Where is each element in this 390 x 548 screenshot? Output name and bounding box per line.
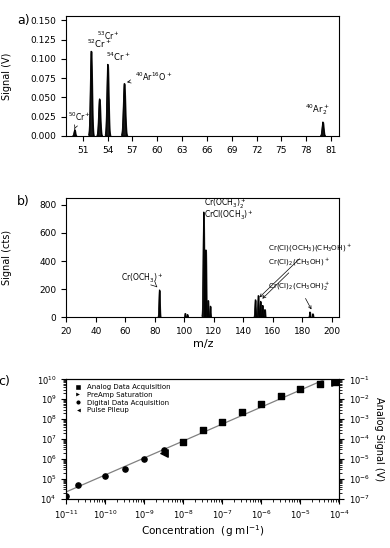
Point [239,408,245,416]
Point [75,481,81,489]
Text: Cr(OCH$_3$)$^+$: Cr(OCH$_3$)$^+$ [121,272,163,285]
Point [180,438,186,447]
Y-axis label: Signal (V): Signal (V) [2,53,12,100]
Text: Cr(OCH$_3$)$_2^+$: Cr(OCH$_3$)$_2^+$ [204,196,246,210]
Point [63,492,69,500]
Point [102,471,108,480]
Point [278,392,284,401]
Point [122,465,128,473]
Y-axis label: Signal (cts): Signal (cts) [2,230,12,285]
Text: c): c) [0,374,10,387]
Text: Cr(Cl)$_2$(CH$_3$OH)$^+$: Cr(Cl)$_2$(CH$_3$OH)$^+$ [263,257,330,298]
Point [219,418,225,426]
Text: Cr(Cl)(OCH$_3$)(CH$_3$OH)$^+$: Cr(Cl)(OCH$_3$)(CH$_3$OH)$^+$ [260,243,352,297]
Text: $^{50}$Cr$^+$: $^{50}$Cr$^+$ [68,111,90,129]
Point [161,449,167,458]
Text: $^{54}$Cr$^+$: $^{54}$Cr$^+$ [106,50,131,62]
Point [332,378,339,387]
X-axis label: Concentration  (g ml$^{-1}$): Concentration (g ml$^{-1}$) [141,523,264,539]
Y-axis label: Analog Signal (V): Analog Signal (V) [374,397,384,481]
Legend: Analog Data Acquisition, PreAmp Saturation, Digital Data Acquisition, Pulse Pile: Analog Data Acquisition, PreAmp Saturati… [70,383,172,415]
Point [200,426,206,435]
Point [219,418,225,426]
Text: $^{40}$Ar$^{16}$O$^+$: $^{40}$Ar$^{16}$O$^+$ [128,71,172,83]
Text: $^{53}$Cr$^+$: $^{53}$Cr$^+$ [97,30,120,42]
Point [141,454,147,463]
Point [180,438,186,447]
Text: a): a) [17,14,30,27]
Text: $^{52}$Cr$^+$: $^{52}$Cr$^+$ [87,37,112,49]
Text: CrCl(OCH$_3$)$^+$: CrCl(OCH$_3$)$^+$ [204,209,253,222]
Point [332,378,339,387]
Point [297,385,303,393]
Text: b): b) [17,196,30,208]
Point [161,445,167,454]
Point [317,380,323,389]
Text: $^{40}$Ar$_2^+$: $^{40}$Ar$_2^+$ [305,101,329,117]
Point [200,426,206,435]
X-axis label: m/z: m/z [193,339,213,349]
Text: Cr(Cl)$_2$(CH$_3$OH)$_2^+$: Cr(Cl)$_2$(CH$_3$OH)$_2^+$ [268,281,330,309]
Point [258,400,264,409]
